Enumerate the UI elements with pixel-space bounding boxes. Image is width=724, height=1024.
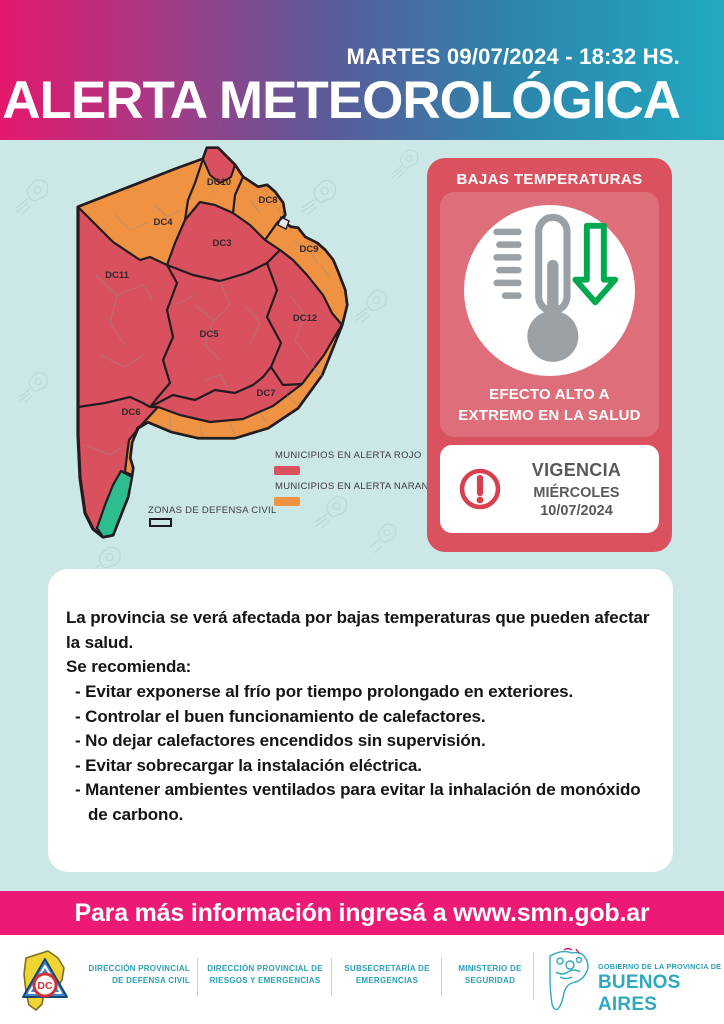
zone-label-dc11: DC11 — [105, 270, 129, 281]
zone-label-dc8: DC8 — [258, 195, 277, 206]
legend-red-swatch — [274, 466, 300, 475]
legend-orange-swatch — [274, 497, 300, 506]
health-effect-line1: EFECTO ALTO A — [489, 385, 610, 403]
watermark-logo — [314, 495, 348, 529]
civil-defense-logo: DC — [22, 950, 68, 1011]
header-banner: MARTES 09/07/2024 - 18:32 HS. ALERTA MET… — [0, 0, 724, 140]
buenos-aires-province-doodle-logo — [549, 947, 589, 1011]
map-municipal-lines — [84, 179, 330, 456]
legend-zones-box — [149, 518, 172, 527]
alert-zones-map: DC10 DC8 DC4 DC3 DC9 DC11 DC5 DC12 DC7 D… — [76, 146, 349, 539]
recommendations-card: La provincia se verá afectada por bajas … — [48, 569, 673, 872]
org-line: DE DEFENSA CIVIL — [112, 976, 190, 986]
footer-org-riesgos: DIRECCIÓN PROVINCIAL DE RIESGOS Y EMERGE… — [206, 963, 324, 988]
zone-label-dc12: DC12 — [293, 313, 317, 324]
thermometer-badge — [464, 205, 635, 376]
health-effect-line2: EXTREMO EN LA SALUD — [458, 407, 641, 425]
recommendation-item: - Evitar exponerse al frío por tiempo pr… — [75, 681, 574, 701]
vigencia-date: 10/07/2024 — [540, 502, 613, 519]
legend-zones-label: ZONAS DE DEFENSA CIVIL — [148, 505, 277, 516]
recommendation-item: - No dejar calefactores encendidos sin s… — [75, 731, 486, 751]
footer-divider — [533, 952, 534, 1000]
page-title: ALERTA METEOROLÓGICA — [2, 71, 681, 130]
footer-org-subsecretaria: SUBSECRETARÍA DE EMERGENCIAS — [340, 963, 434, 988]
low-temperature-icon — [492, 213, 618, 362]
recommendations-heading: Se recomienda: — [66, 657, 192, 677]
warning-icon — [459, 468, 501, 510]
recommendation-item: - Evitar sobrecargar la instalación eléc… — [75, 755, 422, 775]
alert-card-title: BAJAS TEMPERATURAS — [456, 171, 643, 188]
watermark-logo — [391, 149, 419, 180]
header-datetime: MARTES 09/07/2024 - 18:32 HS. — [346, 44, 680, 69]
map-zone-borders — [77, 158, 303, 409]
health-effect-text: EFECTO ALTO A EXTREMO EN LA SALUD — [440, 384, 659, 428]
vigencia-card: VIGENCIA MIÉRCOLES 10/07/2024 — [440, 445, 659, 533]
map-green-tip — [95, 469, 134, 539]
footer-divider — [331, 958, 332, 996]
footer — [0, 935, 724, 1024]
more-info-bar: Para más información ingresá a www.smn.g… — [0, 891, 724, 935]
watermark-logo — [16, 179, 49, 215]
footer-divider — [197, 958, 198, 996]
gov-line1: GOBIERNO DE LA PROVINCIA DE — [598, 962, 722, 971]
org-line: SUBSECRETARÍA DE — [344, 964, 430, 973]
watermark-logo — [355, 289, 387, 324]
org-line: DIRECCIÓN PROVINCIAL DE — [207, 964, 323, 973]
org-line: RIESGOS Y EMERGENCIAS — [209, 976, 321, 986]
zone-label-dc4: DC4 — [153, 217, 173, 228]
vigencia-day: MIÉRCOLES — [533, 484, 620, 501]
zone-label-dc10: DC10 — [207, 177, 231, 188]
org-line: SEGURIDAD — [464, 976, 516, 986]
dc-badge-text: DC — [37, 980, 53, 992]
recommendations-intro: La provincia se verá afectada por bajas … — [66, 608, 650, 652]
org-line: DIRECCIÓN PROVINCIAL — [88, 964, 190, 973]
watermark-logo — [369, 523, 397, 554]
zone-label-dc6: DC6 — [121, 407, 140, 418]
legend-orange-label: MUNICIPIOS EN ALERTA NARANJA — [275, 481, 441, 492]
zone-label-dc5: DC5 — [199, 329, 219, 340]
org-line: MINISTERIO DE — [458, 964, 522, 973]
map-red-patch-dc10 — [202, 147, 236, 184]
footer-divider — [441, 958, 442, 996]
zone-label-dc3: DC3 — [212, 238, 231, 249]
gov-line2: BUENOS AIRES — [598, 972, 681, 1015]
map-orange-north — [76, 146, 349, 327]
legend-red-label: MUNICIPIOS EN ALERTA ROJO — [275, 450, 422, 461]
zone-label-dc9: DC9 — [299, 244, 318, 255]
recommendation-item: - Controlar el buen funcionamiento de ca… — [75, 706, 486, 726]
org-line: EMERGENCIAS — [355, 976, 419, 986]
watermark-logo — [301, 179, 337, 216]
footer-org-defensa-civil: DIRECCIÓN PROVINCIAL DE DEFENSA CIVIL — [86, 963, 190, 988]
alert-card: BAJAS TEMPERATURAS — [427, 158, 672, 552]
watermark-logo — [19, 371, 48, 403]
zone-label-dc7: DC7 — [256, 388, 275, 399]
footer-org-ministerio: MINISTERIO DE SEGURIDAD — [450, 963, 530, 988]
alert-panel: EFECTO ALTO A EXTREMO EN LA SALUD — [440, 192, 659, 437]
vigencia-label: VIGENCIA — [531, 459, 622, 480]
recommendation-item: - Mantener ambientes ventilados para evi… — [75, 780, 641, 825]
government-logo-text: GOBIERNO DE LA PROVINCIA DE BUENOS AIRES — [598, 962, 724, 1016]
